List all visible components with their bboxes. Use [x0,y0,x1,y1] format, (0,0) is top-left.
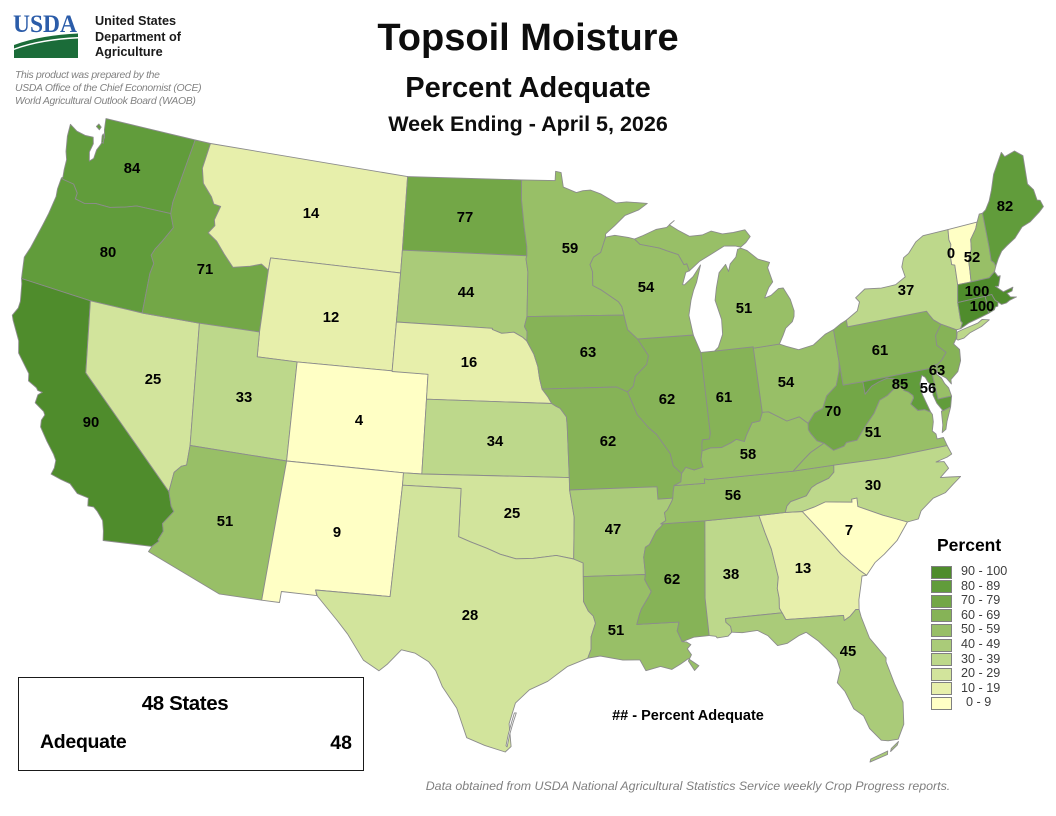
svg-text:38: 38 [723,567,739,583]
svg-text:70: 70 [825,404,841,420]
svg-text:0: 0 [947,246,955,262]
svg-text:34: 34 [487,434,504,450]
svg-text:12: 12 [323,310,339,326]
svg-text:37: 37 [898,283,914,299]
svg-text:100: 100 [965,284,990,300]
svg-text:28: 28 [462,608,478,624]
svg-text:62: 62 [659,392,675,408]
svg-text:45: 45 [840,644,856,660]
svg-text:84: 84 [124,161,141,177]
svg-text:82: 82 [997,199,1013,215]
svg-text:61: 61 [872,343,888,359]
svg-text:51: 51 [608,623,624,639]
svg-text:54: 54 [638,280,655,296]
svg-text:30: 30 [865,478,881,494]
svg-text:52: 52 [964,250,980,266]
svg-text:USDA: USDA [13,12,78,38]
svg-text:77: 77 [457,210,473,226]
svg-text:56: 56 [920,381,936,397]
svg-text:59: 59 [562,241,578,257]
svg-text:47: 47 [605,522,621,538]
svg-text:44: 44 [458,285,475,301]
svg-text:7: 7 [845,523,853,539]
svg-text:100: 100 [970,299,995,315]
svg-text:54: 54 [778,375,795,391]
svg-text:25: 25 [504,506,520,522]
svg-text:51: 51 [217,514,233,530]
svg-text:85: 85 [892,377,908,393]
svg-text:51: 51 [736,301,752,317]
svg-text:16: 16 [461,355,477,371]
svg-text:33: 33 [236,390,252,406]
svg-text:51: 51 [865,425,881,441]
svg-text:14: 14 [303,206,320,222]
svg-text:9: 9 [333,525,341,541]
svg-text:63: 63 [580,345,596,361]
svg-text:56: 56 [725,488,741,504]
svg-text:61: 61 [716,390,732,406]
svg-text:58: 58 [740,447,756,463]
svg-text:25: 25 [145,372,161,388]
svg-text:13: 13 [795,561,811,577]
svg-text:63: 63 [929,363,945,379]
svg-text:80: 80 [100,245,116,261]
svg-text:90: 90 [83,415,99,431]
svg-text:71: 71 [197,262,213,278]
svg-text:4: 4 [355,413,364,429]
svg-text:62: 62 [600,434,616,450]
svg-text:62: 62 [664,572,680,588]
